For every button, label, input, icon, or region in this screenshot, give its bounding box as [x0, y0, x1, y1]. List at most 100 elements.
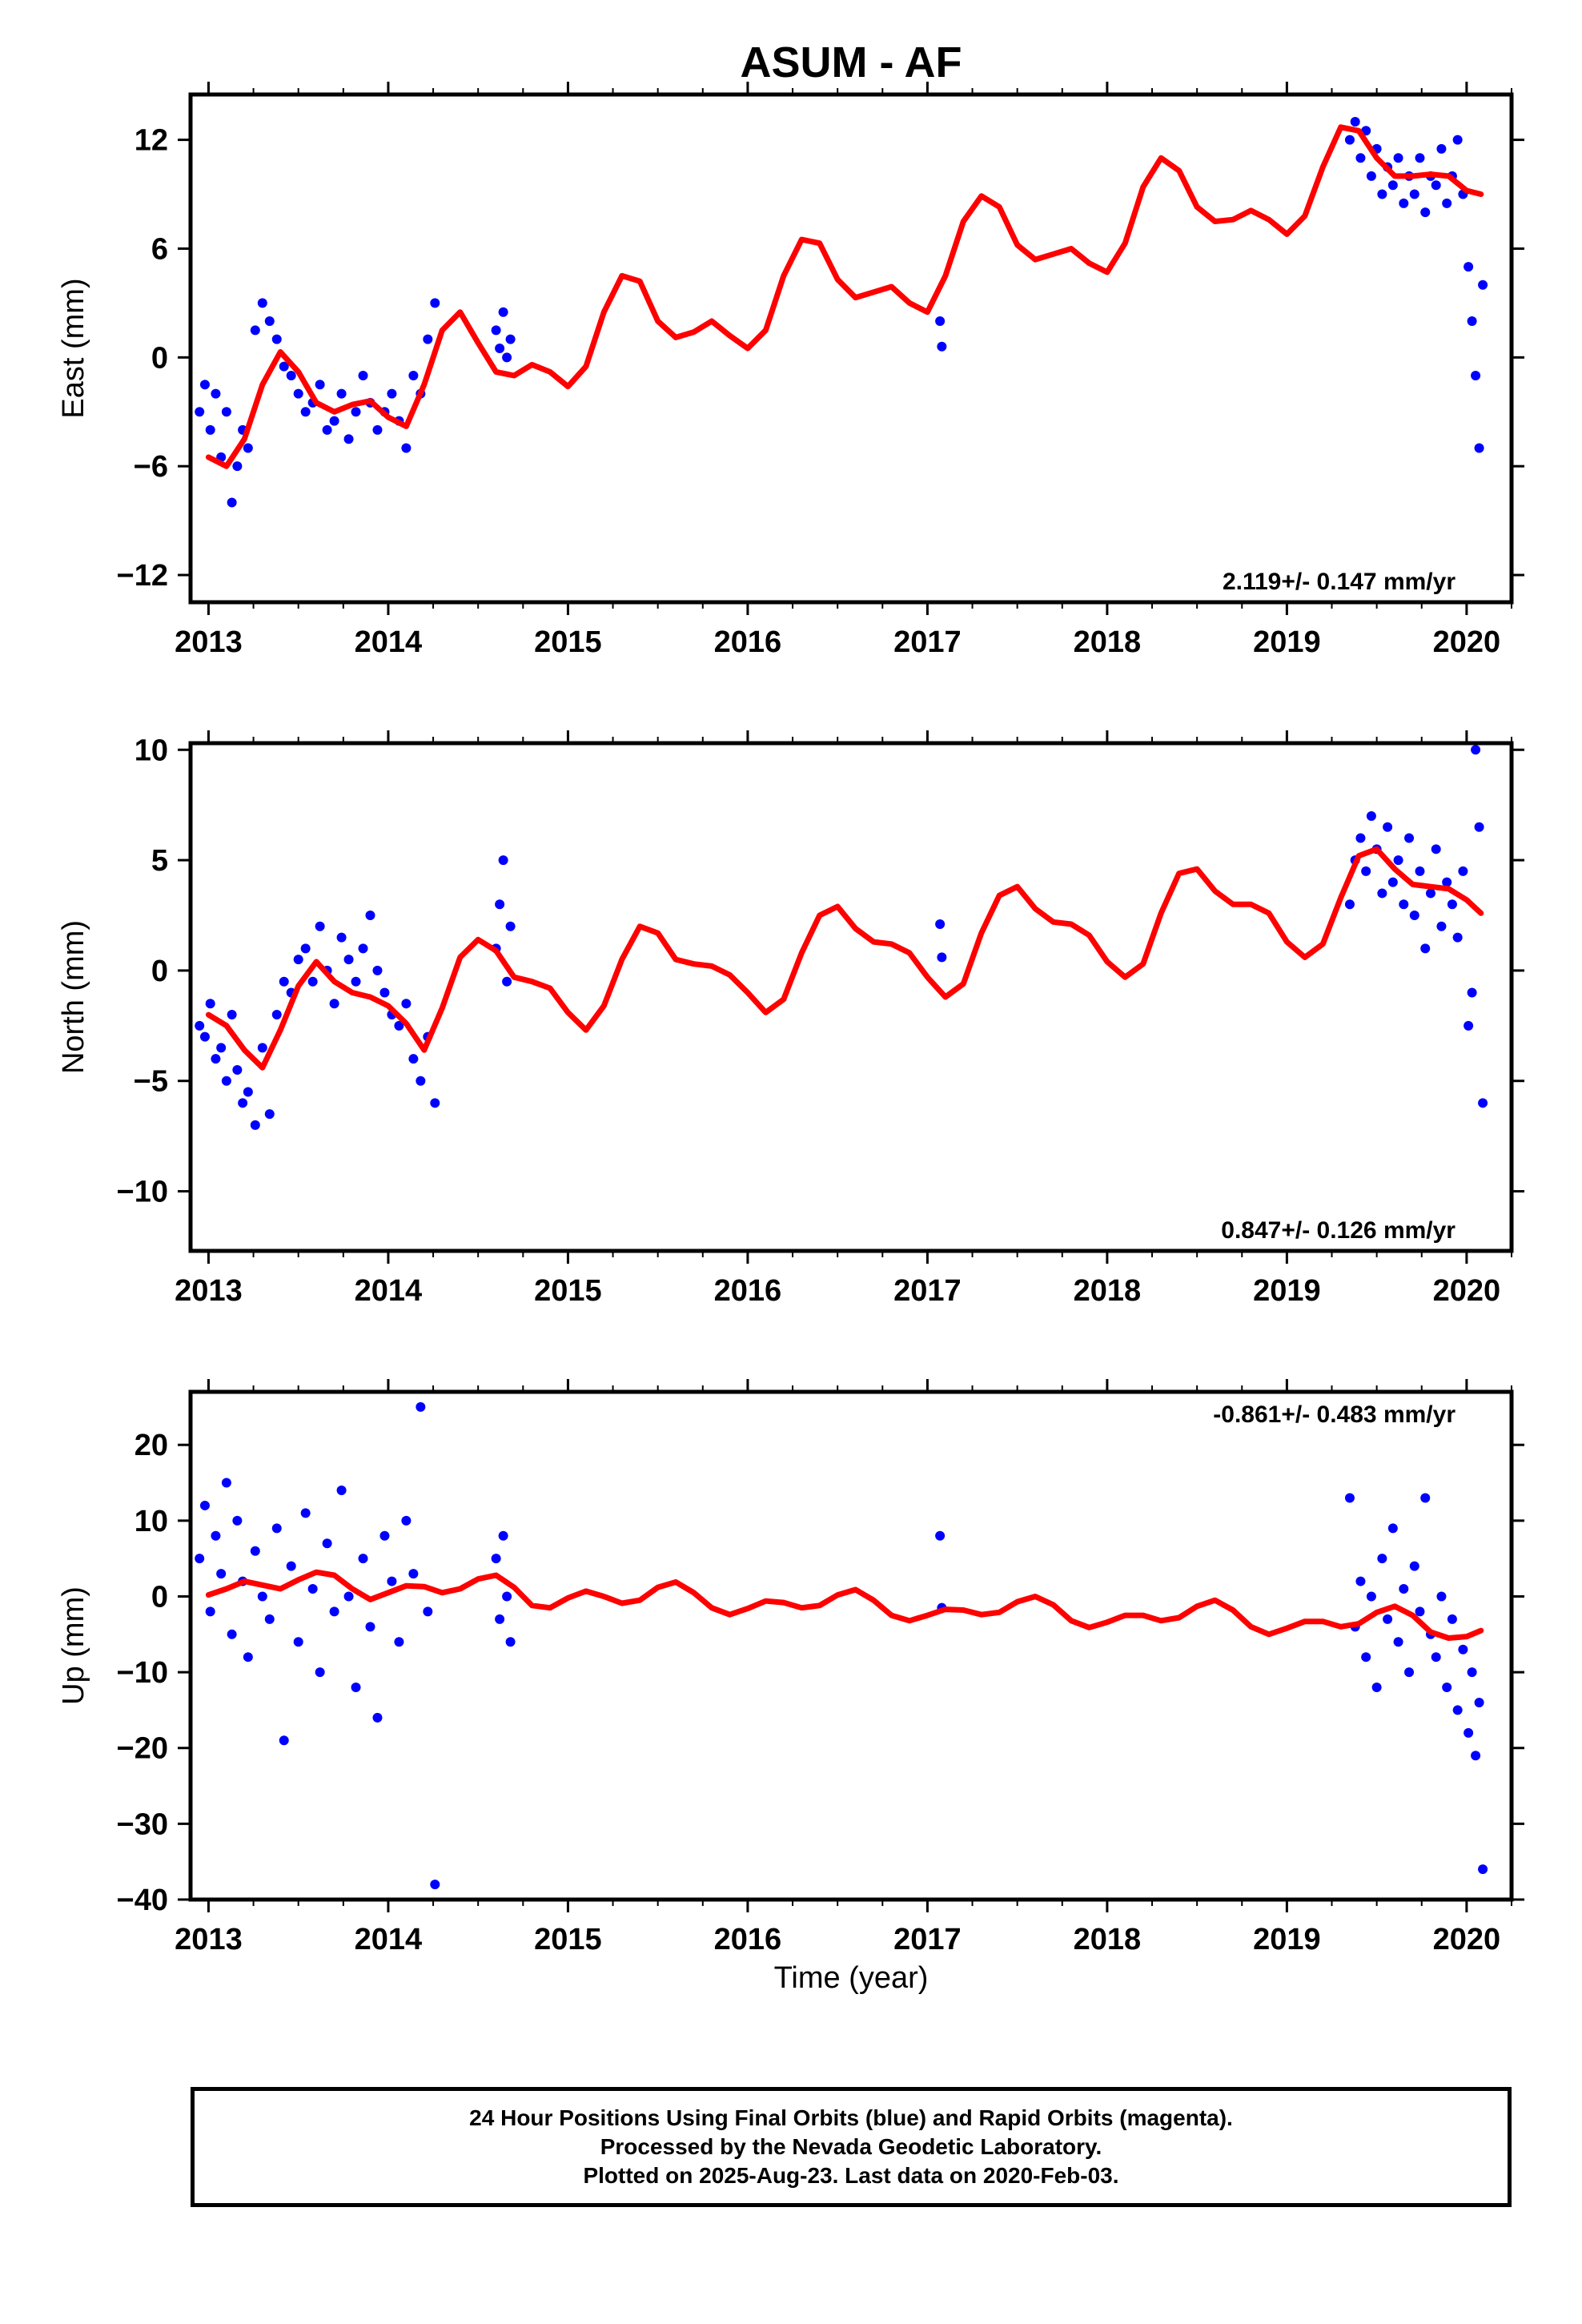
data-point: [1409, 1561, 1419, 1571]
data-point: [1420, 1493, 1431, 1503]
data-point: [322, 424, 332, 435]
data-point: [498, 307, 508, 317]
data-point: [351, 1683, 361, 1693]
data-point: [279, 361, 289, 372]
data-point: [1452, 135, 1463, 145]
data-point: [416, 1076, 426, 1086]
data-point: [1458, 866, 1468, 876]
data-point: [1425, 888, 1435, 899]
x-tick-label: 2013: [175, 625, 243, 659]
data-point: [1478, 1098, 1488, 1108]
y-tick-label: 0: [151, 955, 168, 988]
y-axis-label: Up (mm): [57, 1586, 90, 1705]
data-point: [937, 341, 947, 352]
x-tick-label: 2020: [1433, 1923, 1501, 1956]
data-point: [1355, 1576, 1366, 1586]
data-point: [502, 1591, 512, 1602]
footer-line-orbits: 24 Hour Positions Using Final Orbits (bl…: [469, 2105, 1233, 2130]
data-point: [243, 1652, 253, 1663]
y-tick-label: −40: [117, 1884, 168, 1917]
data-point: [1415, 153, 1425, 163]
data-point: [1431, 1652, 1441, 1663]
data-point: [1344, 135, 1355, 145]
x-tick-label: 2015: [534, 1274, 602, 1308]
data-point: [336, 932, 347, 943]
plot-frame: [188, 1389, 1514, 1902]
y-tick-label: 0: [151, 1580, 168, 1614]
data-point: [1436, 143, 1447, 154]
x-tick-label: 2019: [1253, 1274, 1321, 1308]
footer-line-plotted: Plotted on 2025-Aug-23. Last data on 202…: [583, 2163, 1119, 2188]
rate-label: 0.847+/- 0.126 mm/yr: [1221, 1217, 1456, 1244]
data-point: [271, 1010, 282, 1020]
data-point: [1442, 198, 1452, 208]
data-point: [1471, 1751, 1481, 1761]
data-point: [343, 955, 354, 965]
data-point: [1464, 1727, 1474, 1738]
x-tick-label: 2014: [355, 1923, 423, 1956]
data-point: [1361, 866, 1371, 876]
data-point: [1467, 987, 1477, 998]
data-point: [401, 1515, 412, 1526]
data-point: [379, 1530, 390, 1541]
data-point: [232, 1064, 243, 1075]
data-point: [1478, 1864, 1488, 1875]
data-point: [935, 316, 946, 327]
data-point: [227, 1629, 237, 1639]
data-point: [271, 334, 282, 344]
data-point: [394, 1637, 404, 1647]
data-point: [300, 943, 311, 954]
data-point: [1366, 171, 1376, 181]
x-tick-label: 2015: [534, 625, 602, 659]
data-point: [1474, 1697, 1484, 1707]
data-point: [372, 965, 383, 975]
data-point: [1458, 1644, 1468, 1655]
data-point: [1431, 180, 1441, 191]
x-tick-label: 2016: [714, 1274, 782, 1308]
data-point: [423, 1606, 433, 1617]
data-point: [401, 999, 412, 1009]
data-point: [329, 1606, 339, 1617]
data-point: [1474, 443, 1484, 453]
data-point: [1404, 833, 1415, 843]
data-point: [491, 1554, 501, 1564]
data-point: [498, 855, 508, 866]
x-tick-label: 2014: [355, 1274, 423, 1308]
data-point: [243, 1087, 253, 1097]
data-point: [1464, 262, 1474, 272]
data-point: [365, 911, 375, 921]
data-point: [394, 1020, 404, 1031]
data-point: [935, 1530, 946, 1541]
fit-line: [205, 124, 1484, 469]
data-point: [1387, 180, 1398, 191]
data-point: [495, 899, 505, 910]
data-point: [211, 1054, 221, 1064]
data-point: [1447, 1614, 1457, 1624]
y-tick-label: 5: [151, 844, 168, 878]
data-point: [502, 976, 512, 987]
data-point: [227, 497, 237, 508]
data-point: [257, 298, 267, 308]
plot-area: [195, 745, 1488, 1130]
data-point: [937, 952, 947, 963]
rate-label: 2.119+/- 0.147 mm/yr: [1223, 569, 1456, 595]
data-point: [279, 976, 289, 987]
data-point: [286, 370, 296, 380]
data-point: [307, 1584, 318, 1594]
x-tick-label: 2013: [175, 1923, 243, 1956]
data-point: [372, 424, 383, 435]
data-point: [387, 1576, 397, 1586]
data-point: [195, 1020, 205, 1031]
data-point: [1344, 1493, 1355, 1503]
data-point: [343, 1591, 354, 1602]
data-point: [1404, 1667, 1415, 1678]
data-point: [1442, 1683, 1452, 1693]
data-point: [336, 1486, 347, 1496]
y-tick-label: −20: [117, 1732, 168, 1766]
data-point: [199, 1031, 210, 1042]
x-tick-label: 2017: [893, 1923, 962, 1956]
data-point: [257, 1591, 267, 1602]
x-tick-label: 2018: [1074, 1274, 1142, 1308]
data-point: [1377, 888, 1387, 899]
